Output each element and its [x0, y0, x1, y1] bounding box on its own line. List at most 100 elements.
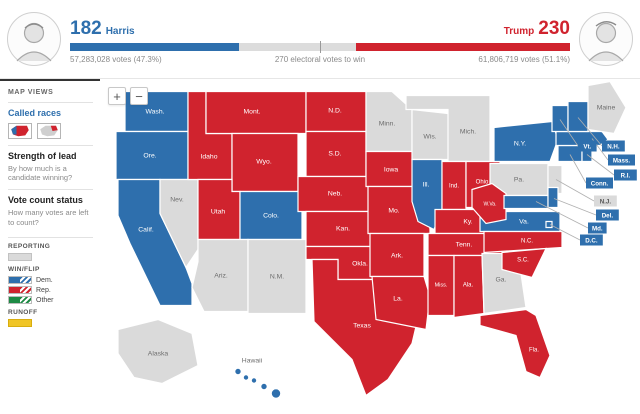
state-FL[interactable]	[479, 308, 551, 379]
state-NH[interactable]	[567, 100, 589, 133]
harris-total: 182 Harris	[70, 18, 139, 40]
state-SC[interactable]	[501, 247, 548, 279]
winflip-row-dem: Dem.	[8, 276, 93, 285]
state-HI[interactable]	[271, 388, 281, 399]
state-chip-DE[interactable]	[596, 209, 619, 221]
map-legend: REPORTING WIN/FLIP Dem. Rep. Other RUNOFF	[8, 237, 93, 328]
vote-count-status-sub: How many votes are left to count?	[8, 207, 89, 227]
chip-leader-CT	[569, 154, 587, 184]
state-NJ[interactable]	[547, 164, 563, 195]
state-label-KY: Ky.	[463, 219, 472, 226]
state-label-LA: La.	[393, 296, 403, 303]
main-content: MAP VIEWS Called races Strength of lead	[0, 79, 640, 414]
state-chip-label-MA: Mass.	[613, 158, 630, 165]
chip-leader-VT	[559, 119, 579, 147]
state-chip-CT[interactable]	[586, 177, 613, 189]
state-label-SD: S.D.	[328, 151, 341, 158]
called-races-thumbnails	[8, 122, 93, 139]
zoom-out-button[interactable]: −	[130, 87, 148, 105]
harris-popular-votes: 57,283,028 votes (47.3%)	[70, 55, 162, 64]
winflip-legend-title: WIN/FLIP	[8, 266, 40, 274]
state-label-CA: Calif.	[138, 227, 154, 234]
state-label-GA: Ga.	[496, 277, 507, 284]
state-label-UT: Utah	[211, 209, 226, 216]
view-strength-of-lead[interactable]: Strength of lead By how much is a candid…	[8, 144, 93, 189]
state-label-IN: Ind.	[449, 184, 459, 190]
state-label-MO: Mo.	[388, 208, 399, 215]
state-WV[interactable]	[471, 182, 507, 225]
trump-portrait	[578, 11, 634, 67]
state-label-OH: Ohio	[476, 180, 489, 186]
state-NC[interactable]	[483, 230, 563, 254]
state-label-ME: Maine	[597, 105, 616, 112]
winflip-swatch	[8, 276, 32, 285]
state-DE[interactable]	[547, 186, 559, 209]
state-chip-NH[interactable]	[602, 140, 625, 152]
state-label-MN: Minn.	[379, 121, 396, 128]
state-chip-label-MD: Md.	[592, 226, 603, 233]
state-HI[interactable]	[251, 377, 257, 384]
state-label-ND: N.D.	[328, 108, 342, 115]
vote-count-status-label: Vote count status	[8, 195, 83, 206]
state-MD[interactable]	[503, 194, 549, 210]
winflip-label: Dem.	[36, 276, 53, 284]
state-label-WI: Wis.	[423, 134, 436, 141]
geo-map-icon[interactable]	[8, 122, 32, 139]
strength-of-lead-sub: By how much is a candidate winning?	[8, 163, 73, 183]
chip-leader-DC	[549, 224, 581, 241]
state-chip-DC[interactable]	[580, 234, 603, 246]
reporting-legend-title: REPORTING	[8, 243, 51, 251]
state-NY[interactable]	[493, 120, 559, 163]
state-chip-VT[interactable]	[578, 140, 597, 152]
chip-leader-NJ	[555, 179, 595, 202]
state-NM[interactable]	[247, 238, 307, 315]
electoral-progress-bar	[70, 41, 570, 53]
state-chip-RI[interactable]	[614, 169, 637, 181]
uncalled-bar-segment	[239, 43, 357, 51]
map-area: + − Wash. Ore. Calif. Nev. Idaho Mont. Wyo. Uta…	[100, 79, 640, 414]
state-chip-label-NJ: N.J.	[600, 199, 612, 206]
state-HI[interactable]	[234, 368, 242, 375]
state-label-AR: Ark.	[391, 253, 403, 260]
chip-leader-NH	[577, 117, 603, 147]
state-DC[interactable]	[545, 220, 553, 229]
map-views-sidebar: MAP VIEWS Called races Strength of lead	[0, 79, 100, 414]
trump-name: Trump	[503, 26, 535, 37]
harris-portrait	[6, 11, 62, 67]
view-called-races[interactable]: Called races	[8, 102, 93, 145]
state-ME[interactable]	[587, 80, 627, 135]
state-chip-MA[interactable]	[608, 154, 635, 166]
state-label-NY: N.Y.	[514, 141, 526, 148]
zoom-in-button[interactable]: +	[108, 87, 126, 105]
strength-of-lead-label: Strength of lead	[8, 150, 77, 161]
state-label-IA: Iowa	[384, 167, 399, 174]
cartogram-map-icon[interactable]	[37, 122, 61, 139]
reporting-swatch	[8, 253, 32, 262]
chip-leader-RI	[586, 154, 615, 176]
trump-electoral-votes: 230	[538, 18, 570, 39]
runoff-legend-title: RUNOFF	[8, 309, 38, 317]
called-races-label: Called races	[8, 108, 62, 118]
state-HI[interactable]	[260, 383, 268, 390]
state-label-TX: Texas	[353, 323, 371, 330]
state-label-MI: Mich.	[460, 129, 476, 136]
view-vote-count-status[interactable]: Vote count status How many votes are lef…	[8, 189, 93, 233]
state-label-WA: Wash.	[145, 109, 164, 116]
vote-count-labels: 57,283,028 votes (47.3%) 270 electoral v…	[70, 55, 570, 64]
winflip-row-other: Other	[8, 296, 93, 305]
state-label-PA: Pa.	[514, 177, 524, 184]
candidate-totals: 182 Harris Trump 230	[70, 18, 570, 40]
trump-bar-segment	[356, 43, 570, 51]
trump-portrait-sketch	[579, 12, 633, 66]
state-label-TN: Tenn.	[456, 242, 473, 249]
state-chip-NJ[interactable]	[594, 195, 617, 207]
state-label-NE: Neb.	[328, 191, 342, 198]
state-AK[interactable]	[117, 318, 199, 385]
winflip-label: Rep.	[36, 286, 51, 294]
state-HI[interactable]	[243, 374, 249, 381]
state-chip-label-VT: Vt.	[583, 144, 591, 151]
state-label-MS: Miss.	[435, 283, 448, 289]
state-chip-label-NH: N.H.	[607, 144, 620, 151]
state-chip-MD[interactable]	[588, 222, 607, 234]
us-states-map[interactable]: Wash. Ore. Calif. Nev. Idaho Mont. Wyo. Utah Col…	[100, 79, 640, 414]
